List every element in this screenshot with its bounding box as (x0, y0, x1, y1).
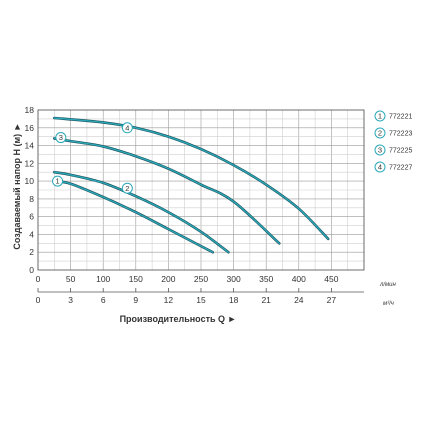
x-tick-label-m3h: 9 (133, 295, 138, 305)
x-tick-label-m3h: 27 (327, 295, 337, 305)
legend-entry-label: 772221 (389, 114, 412, 121)
y-tick-label: 2 (29, 247, 34, 257)
legend-marker-label: 3 (378, 146, 382, 155)
curve-marker-label: 3 (59, 133, 63, 142)
grid (37, 109, 365, 271)
legend-marker-label: 4 (378, 163, 382, 172)
y-tick-label: 16 (25, 123, 35, 133)
legend-entry-label: 772227 (389, 165, 412, 172)
y-tick-label: 8 (29, 194, 34, 204)
curve-marker-label: 1 (55, 177, 59, 186)
curve-772221 (53, 180, 214, 253)
y-tick-label: 6 (29, 212, 34, 222)
x-tick-label: 400 (292, 274, 306, 284)
curve-marker-label: 4 (125, 123, 129, 132)
x-tick-label: 350 (259, 274, 273, 284)
y-tick-label: 12 (25, 158, 35, 168)
curve-772225 (53, 137, 280, 245)
x-axis-title: Производительность Q ► (120, 314, 237, 324)
curve-772223 (53, 171, 230, 253)
x-tick-label-m3h: 24 (294, 295, 304, 305)
y-tick-label: 0 (29, 265, 34, 275)
legend-marker-circle (374, 161, 386, 173)
x-tick-label: 250 (194, 274, 208, 284)
y-axis-title: Создаваемый напор H (м) ► (12, 122, 22, 249)
legend-entry-label: 772223 (389, 131, 412, 138)
x-tick-label: 150 (129, 274, 143, 284)
curve-marker-circle (121, 182, 133, 194)
curve-marker-circle (121, 122, 133, 134)
x-tick-label: 50 (66, 274, 76, 284)
x-tick-label: 200 (161, 274, 175, 284)
legend-entry-label: 772225 (389, 148, 412, 155)
y-tick-label: 18 (25, 105, 35, 115)
y-tick-labels: 0 2 4 6 8 10 12 14 16 18 (25, 105, 35, 275)
x-tick-labels-lmin: 0 50 100 150 200 250 300 350 400 450 (36, 274, 339, 284)
x-tick-label: 450 (324, 274, 338, 284)
x-tick-label: 0 (36, 274, 41, 284)
x-tick-label-m3h: 0 (36, 295, 41, 305)
legend-marker-circle (374, 110, 386, 122)
x-unit-m3h: м³/ч (383, 301, 394, 307)
y-tick-label: 10 (25, 176, 35, 186)
legend: 1 772221 2 772223 3 772225 4 772227 (374, 110, 412, 173)
curves (53, 116, 330, 254)
x-tick-labels-m3h: 0 3 6 9 12 15 18 21 24 27 (36, 295, 337, 305)
x-tick-label-m3h: 6 (101, 295, 106, 305)
y-tick-label: 14 (25, 141, 35, 151)
legend-marker-circle (374, 144, 386, 156)
x-tick-label-m3h: 12 (164, 295, 174, 305)
x-tick-label: 100 (96, 274, 110, 284)
x-tick-label-m3h: 21 (261, 295, 271, 305)
legend-marker-label: 2 (378, 129, 382, 138)
curve-markers: 1 2 3 4 (52, 122, 133, 194)
x-tick-label: 300 (227, 274, 241, 284)
curve-marker-circle (52, 175, 64, 187)
curve-marker-label: 2 (125, 184, 129, 193)
curve-marker-circle (55, 132, 67, 144)
legend-marker-label: 1 (378, 112, 382, 121)
legend-marker-circle (374, 127, 386, 139)
plot-frame (37, 109, 365, 271)
x-tick-label-m3h: 18 (229, 295, 239, 305)
x-unit-lmin: л/мин (379, 282, 397, 288)
x-tick-label-m3h: 3 (68, 295, 73, 305)
y-tick-label: 4 (29, 229, 34, 239)
secondary-x-axis (37, 288, 364, 293)
curve-772227 (53, 117, 329, 240)
x-tick-label-m3h: 15 (196, 295, 206, 305)
